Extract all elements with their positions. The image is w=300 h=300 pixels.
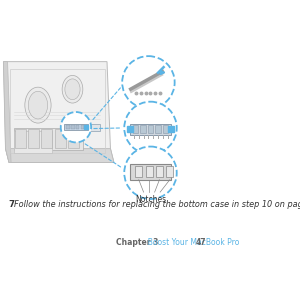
FancyBboxPatch shape: [68, 129, 79, 148]
FancyBboxPatch shape: [156, 166, 163, 177]
Ellipse shape: [25, 87, 51, 123]
Polygon shape: [130, 164, 171, 180]
Text: Chapter 3: Chapter 3: [116, 238, 158, 247]
FancyBboxPatch shape: [71, 125, 75, 129]
FancyBboxPatch shape: [133, 125, 138, 133]
Circle shape: [124, 146, 177, 199]
FancyBboxPatch shape: [41, 129, 52, 148]
Polygon shape: [130, 124, 171, 135]
FancyBboxPatch shape: [28, 129, 39, 148]
Polygon shape: [4, 61, 114, 162]
FancyBboxPatch shape: [148, 125, 153, 133]
Ellipse shape: [28, 91, 48, 119]
FancyBboxPatch shape: [163, 125, 168, 133]
Polygon shape: [4, 61, 11, 162]
Text: Follow the instructions for replacing the bottom case in step 10 on page 43.: Follow the instructions for replacing th…: [14, 200, 300, 209]
Text: 7: 7: [8, 200, 14, 209]
Polygon shape: [14, 131, 52, 154]
FancyBboxPatch shape: [55, 129, 66, 148]
Ellipse shape: [62, 75, 83, 103]
FancyBboxPatch shape: [81, 125, 84, 129]
FancyBboxPatch shape: [66, 125, 70, 129]
Text: Notches: Notches: [135, 195, 166, 204]
FancyBboxPatch shape: [146, 166, 153, 177]
Circle shape: [61, 112, 91, 142]
Ellipse shape: [65, 79, 80, 100]
FancyBboxPatch shape: [167, 166, 173, 177]
Circle shape: [124, 102, 177, 154]
Polygon shape: [5, 148, 114, 162]
FancyBboxPatch shape: [140, 125, 146, 133]
FancyBboxPatch shape: [155, 125, 161, 133]
FancyBboxPatch shape: [135, 166, 142, 177]
Text: Boost Your MacBook Pro: Boost Your MacBook Pro: [143, 238, 239, 247]
Circle shape: [122, 56, 175, 109]
Polygon shape: [14, 128, 83, 150]
Polygon shape: [64, 124, 88, 130]
Text: 47: 47: [195, 238, 206, 247]
Polygon shape: [62, 124, 100, 131]
FancyBboxPatch shape: [15, 129, 26, 148]
FancyBboxPatch shape: [76, 125, 80, 129]
